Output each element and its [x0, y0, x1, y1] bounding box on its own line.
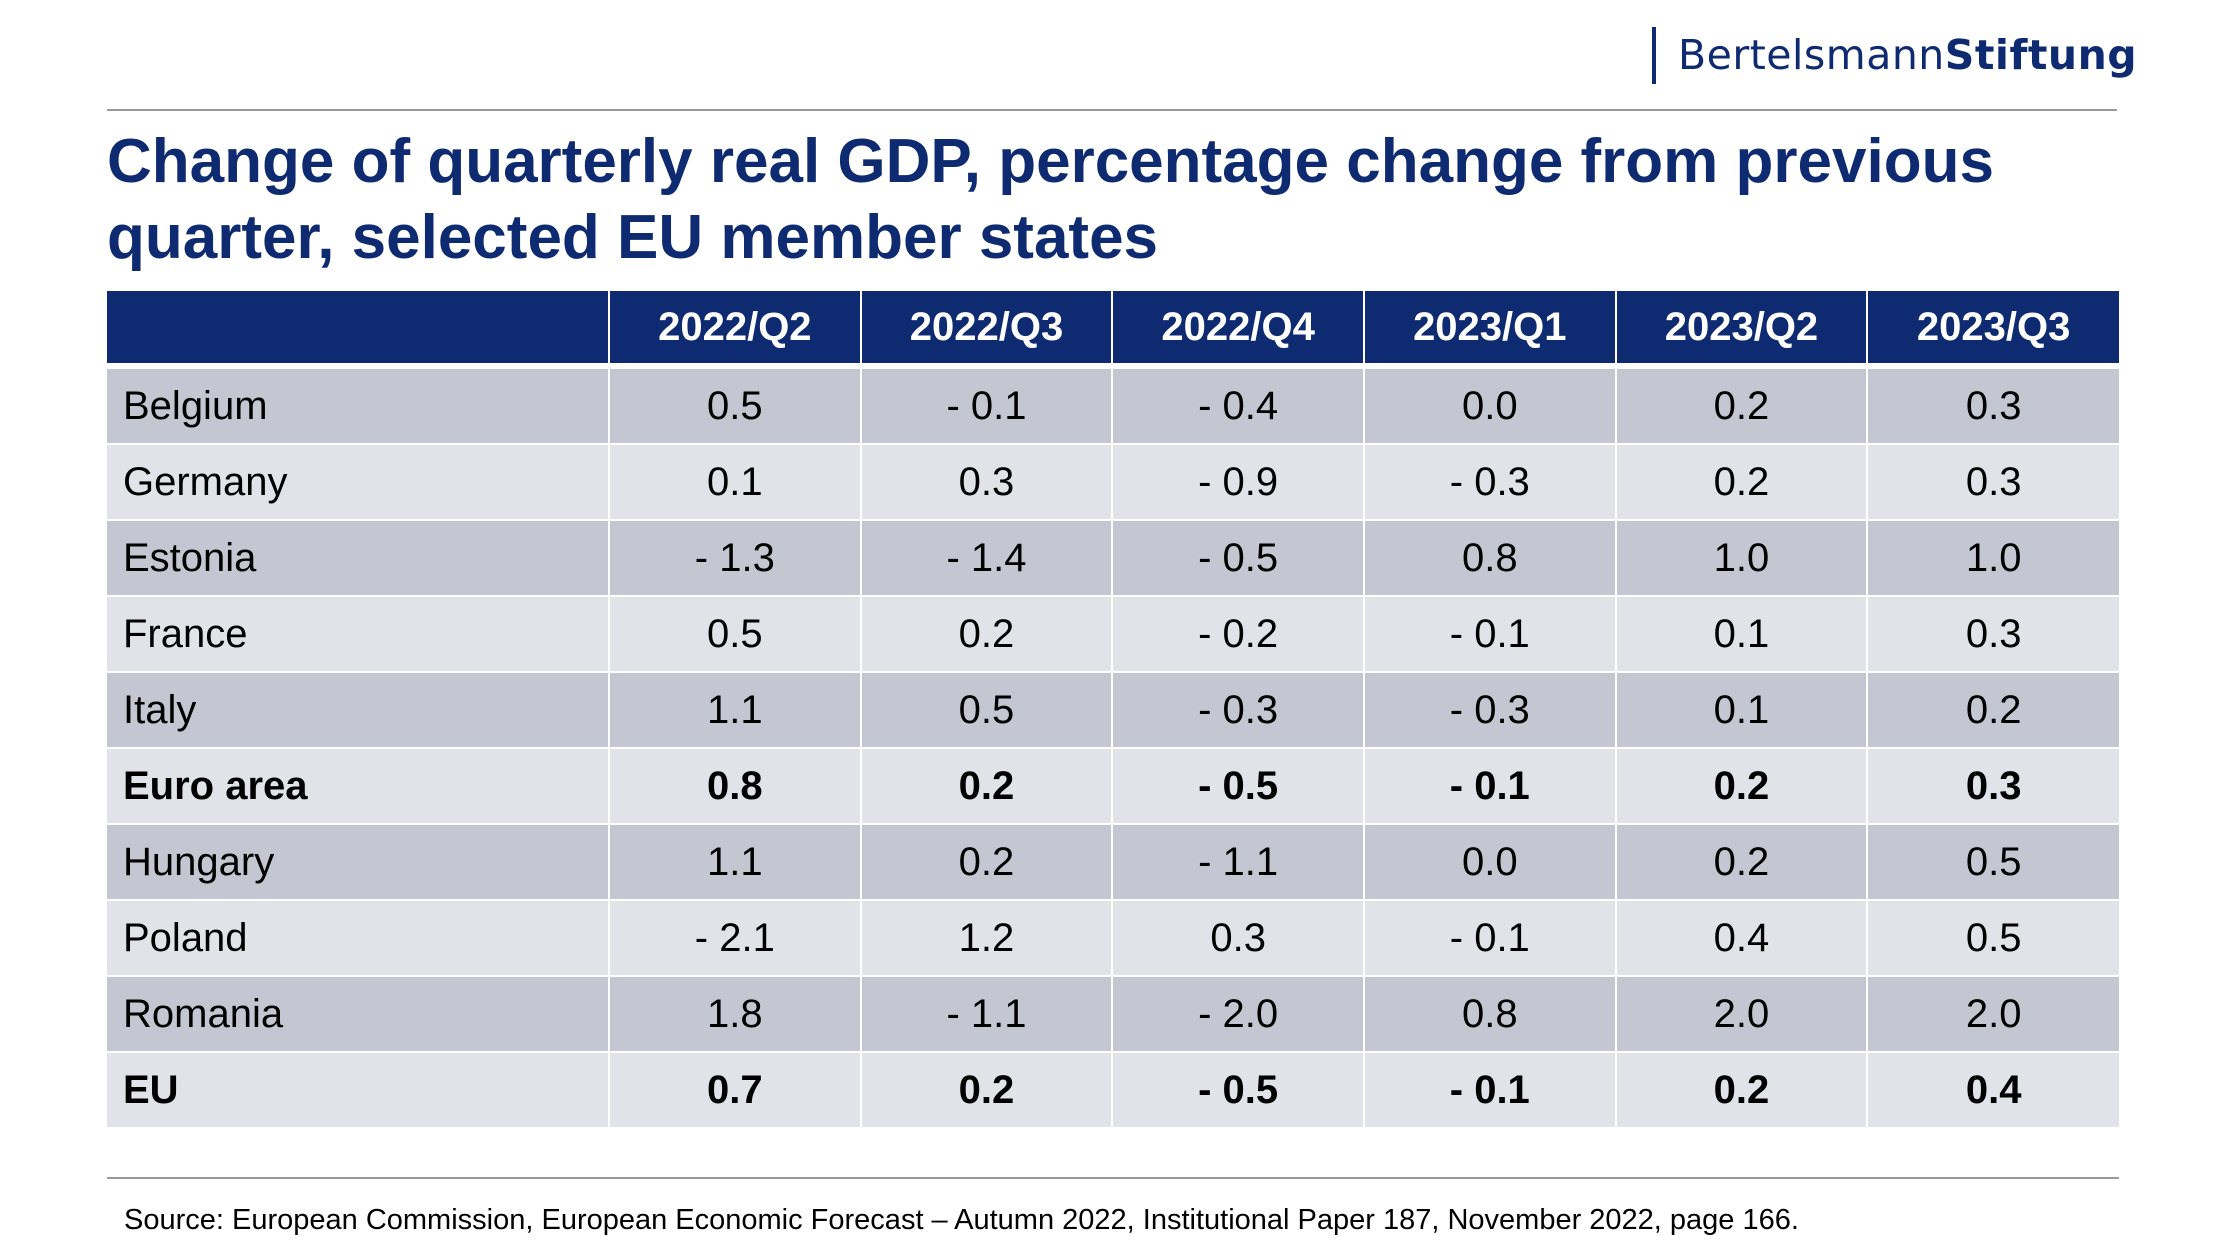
value-cell: 1.0 [1867, 520, 2119, 597]
table-row: EU 0.7 0.2- 0.5- 0.1 0.2 0.4 [107, 1052, 2119, 1127]
bertelsmann-stiftung-logo: BertelsmannStiftung [1678, 30, 2137, 80]
row-label: France [107, 596, 610, 673]
row-label: Belgium [107, 366, 610, 445]
value-cell: - 1.1 [860, 976, 1114, 1053]
logo-divider-bar [1652, 27, 1656, 84]
value-cell: 0.1 [609, 444, 862, 521]
value-cell: 0.5 [1867, 824, 2119, 901]
value-cell: 0.5 [1867, 900, 2119, 977]
value-cell: - 0.1 [1363, 1052, 1617, 1127]
value-cell: 0.2 [1615, 1052, 1869, 1127]
row-label: Romania [107, 976, 610, 1053]
value-cell: 0.3 [1867, 366, 2119, 445]
value-cell: 0.2 [1615, 824, 1869, 901]
source-note: Source: European Commission, European Ec… [124, 1204, 1799, 1236]
table-body: Belgium 0.5- 0.1- 0.4 0.0 0.2 0.3 Germany 0.1 0… [107, 366, 2119, 1127]
logo-text-bold: Stiftung [1944, 31, 2138, 79]
value-cell: 0.1 [1615, 596, 1869, 673]
value-cell: - 0.3 [1363, 444, 1617, 521]
value-cell: - 0.2 [1112, 596, 1365, 673]
top-divider [107, 109, 2117, 111]
value-cell: - 2.0 [1112, 976, 1365, 1053]
value-cell: 0.2 [860, 596, 1114, 673]
value-cell: 1.2 [860, 900, 1114, 977]
value-cell: 0.3 [860, 444, 1114, 521]
value-cell: 0.0 [1363, 824, 1617, 901]
row-label: EU [107, 1052, 610, 1127]
value-cell: - 0.5 [1112, 1052, 1365, 1127]
page-title: Change of quarterly real GDP, percentage… [107, 127, 1994, 272]
value-cell: 0.3 [1867, 748, 2119, 825]
value-cell: - 0.1 [1363, 748, 1617, 825]
table-row: Euro area 0.8 0.2- 0.5- 0.1 0.2 0.3 [107, 748, 2119, 825]
value-cell: 0.3 [1867, 444, 2119, 521]
value-cell: 0.2 [1615, 366, 1869, 445]
value-cell: 0.1 [1615, 672, 1869, 749]
value-cell: 1.8 [609, 976, 862, 1053]
column-header: 2023/Q3 [1867, 291, 2119, 369]
value-cell: - 1.1 [1112, 824, 1365, 901]
value-cell: - 0.9 [1112, 444, 1365, 521]
value-cell: 0.3 [1867, 596, 2119, 673]
value-cell: 2.0 [1615, 976, 1869, 1053]
table-row: Poland - 2.1 1.2 0.3- 0.1 0.4 0.5 [107, 900, 2119, 977]
row-label: Euro area [107, 748, 610, 825]
value-cell: 0.0 [1363, 366, 1617, 445]
gdp-table: 2022/Q2 2022/Q3 2022/Q4 2023/Q1 2023/Q2 … [107, 291, 2119, 1127]
value-cell: 0.2 [860, 748, 1114, 825]
table-row: Hungary 1.1 0.2- 1.1 0.0 0.2 0.5 [107, 824, 2119, 901]
value-cell: 0.8 [609, 748, 862, 825]
value-cell: 0.3 [1112, 900, 1365, 977]
value-cell: 0.2 [1867, 672, 2119, 749]
logo-text-light: Bertelsmann [1678, 31, 1945, 79]
row-label: Estonia [107, 520, 610, 597]
row-label: Hungary [107, 824, 610, 901]
row-label: Poland [107, 900, 610, 977]
column-header: 2022/Q4 [1112, 291, 1365, 369]
value-cell: - 0.1 [860, 366, 1114, 445]
value-cell: 1.1 [609, 672, 862, 749]
table-row: France 0.5 0.2- 0.2- 0.1 0.1 0.3 [107, 596, 2119, 673]
value-cell: - 0.1 [1363, 596, 1617, 673]
table-row: Italy 1.1 0.5- 0.3- 0.3 0.1 0.2 [107, 672, 2119, 749]
row-label: Italy [107, 672, 610, 749]
value-cell: 0.2 [860, 1052, 1114, 1127]
value-cell: - 1.3 [609, 520, 862, 597]
column-header: 2022/Q2 [609, 291, 862, 369]
value-cell: 0.5 [860, 672, 1114, 749]
value-cell: - 0.1 [1363, 900, 1617, 977]
value-cell: 0.2 [1615, 748, 1869, 825]
header-corner-cell [107, 291, 610, 369]
value-cell: - 0.3 [1112, 672, 1365, 749]
value-cell: 1.0 [1615, 520, 1869, 597]
value-cell: 0.2 [1615, 444, 1869, 521]
value-cell: 0.8 [1363, 976, 1617, 1053]
value-cell: 0.4 [1615, 900, 1869, 977]
table-row: Belgium 0.5- 0.1- 0.4 0.0 0.2 0.3 [107, 366, 2119, 445]
value-cell: - 0.4 [1112, 366, 1365, 445]
value-cell: - 1.4 [860, 520, 1114, 597]
value-cell: - 2.1 [609, 900, 862, 977]
table-row: Romania 1.8- 1.1- 2.0 0.8 2.0 2.0 [107, 976, 2119, 1053]
value-cell: - 0.5 [1112, 520, 1365, 597]
value-cell: - 0.3 [1363, 672, 1617, 749]
table-row: Estonia - 1.3- 1.4- 0.5 0.8 1.0 1.0 [107, 520, 2119, 597]
bottom-divider [107, 1177, 2119, 1179]
column-header: 2023/Q1 [1363, 291, 1617, 369]
column-header: 2023/Q2 [1615, 291, 1869, 369]
row-label: Germany [107, 444, 610, 521]
value-cell: 2.0 [1867, 976, 2119, 1053]
value-cell: 0.7 [609, 1052, 862, 1127]
value-cell: 0.8 [1363, 520, 1617, 597]
value-cell: - 0.5 [1112, 748, 1365, 825]
value-cell: 0.5 [609, 366, 862, 445]
column-header: 2022/Q3 [860, 291, 1114, 369]
value-cell: 0.2 [860, 824, 1114, 901]
table-header-row: 2022/Q2 2022/Q3 2022/Q4 2023/Q1 2023/Q2 … [107, 291, 2119, 369]
value-cell: 0.4 [1867, 1052, 2119, 1127]
value-cell: 1.1 [609, 824, 862, 901]
table-row: Germany 0.1 0.3- 0.9- 0.3 0.2 0.3 [107, 444, 2119, 521]
value-cell: 0.5 [609, 596, 862, 673]
